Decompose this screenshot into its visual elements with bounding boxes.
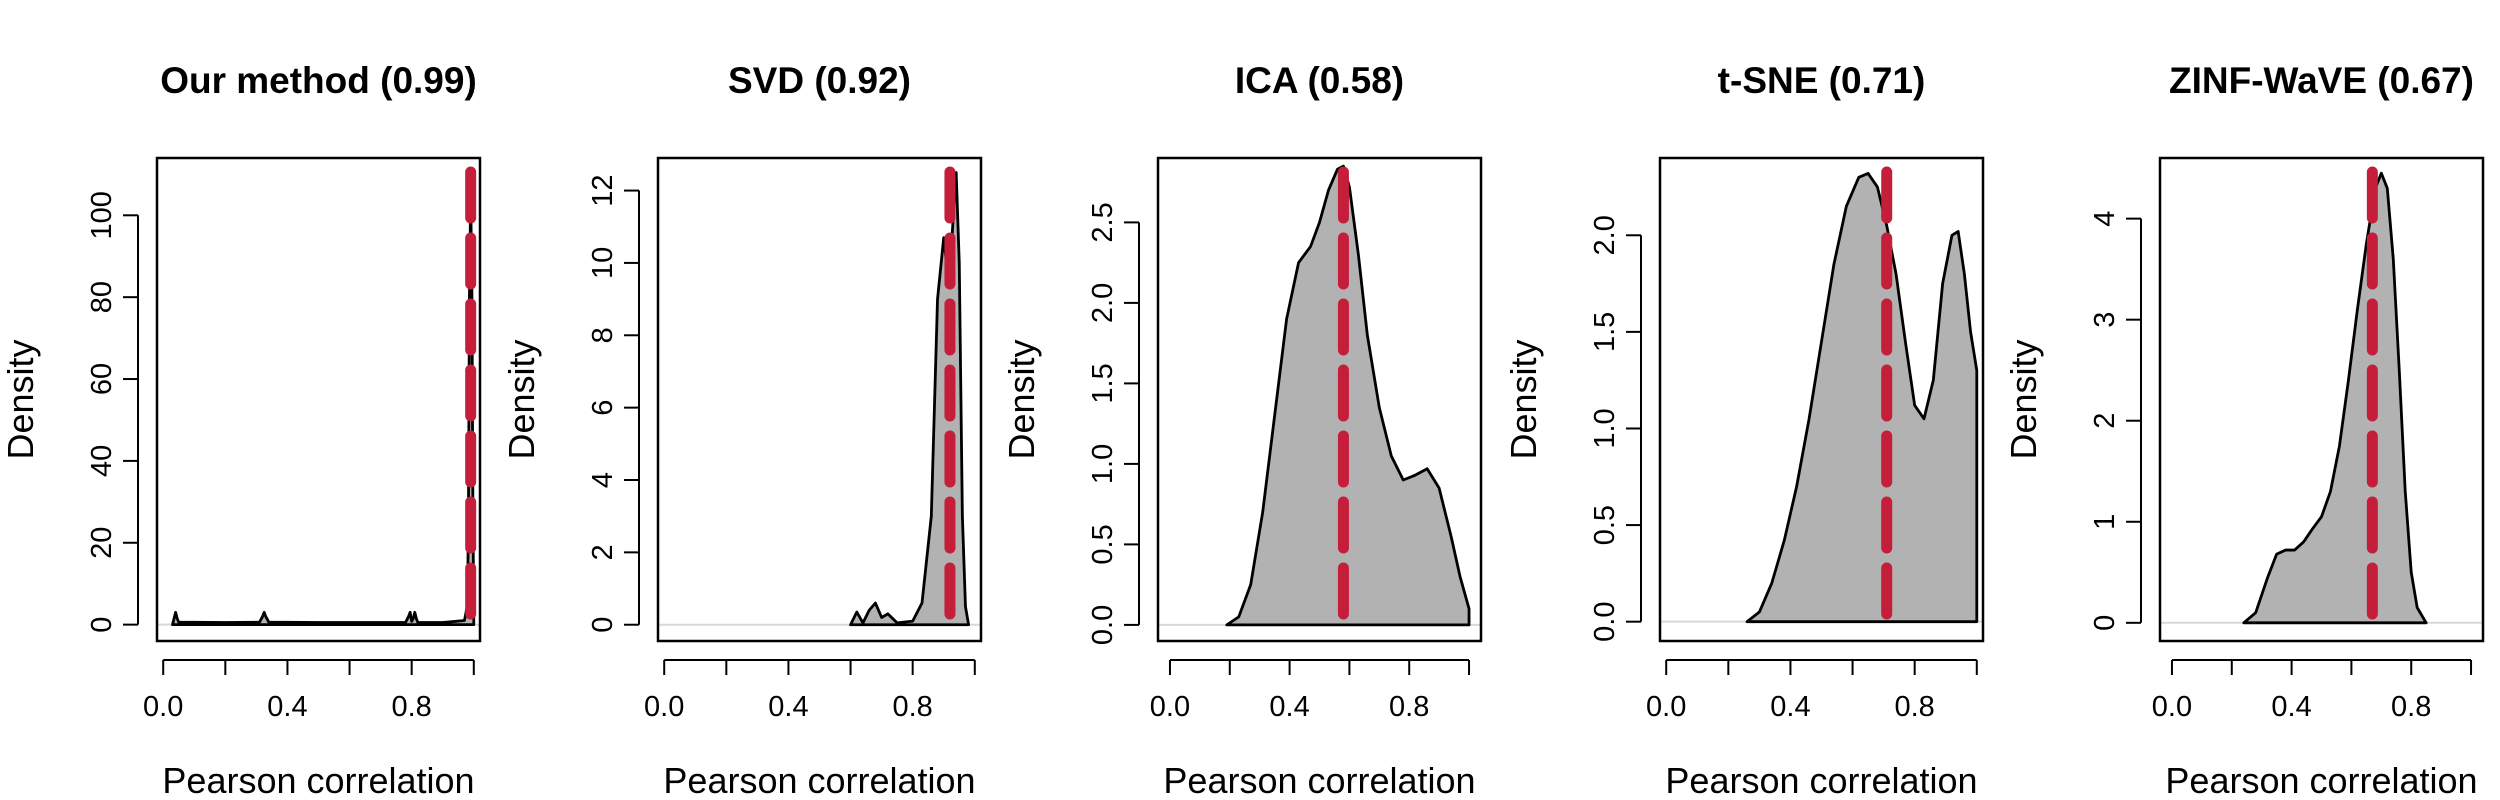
panel-title: t-SNE (0.71) [1718, 60, 1926, 101]
x-axis-label: Pearson correlation [162, 760, 474, 800]
panels: Our method (0.99)0.0 0.4 0.8020406080100Pe… [0, 60, 2485, 800]
plot-frame [155, 156, 482, 643]
y-tick-label: 20 [86, 527, 118, 559]
y-tick-label: 40 [86, 445, 118, 477]
y-axis-label: Density [501, 339, 542, 459]
y-tick-label: 1 [2089, 514, 2121, 530]
panel-3: ICA (0.58) 0.0 0.4 0.8 0.0 0.5 1.0 1.5 2.0 2.5 Pea… [1001, 60, 1483, 800]
y-tick-label: 1.5 [1087, 363, 1119, 403]
y-tick-label: 6 [587, 400, 619, 416]
panel-4: t-SNE (0.71) 0.0 0.4 0.8 0.0 0.5 1.0 1.5 2.0 Pear… [1503, 60, 1985, 800]
x-axis-label: Pearson correlation [663, 760, 975, 800]
x-axis-label: Pearson correlation [1665, 760, 1977, 800]
plot-frame [2158, 156, 2485, 643]
x-tick-label: 0.0 [143, 691, 183, 723]
plot-frame [656, 156, 983, 643]
x-tick-label: 0.8 [392, 691, 432, 723]
plot-frame [1658, 156, 1985, 643]
y-tick-label: 12 [587, 174, 619, 206]
density-area [171, 193, 476, 627]
x-tick-label: 0.8 [1895, 691, 1935, 723]
y-tick-label: 2.0 [1589, 215, 1621, 255]
panel-title: ZINF-WaVE (0.67) [2169, 60, 2474, 101]
y-tick-label: 2.5 [1087, 202, 1119, 242]
x-tick-label: 0.8 [1389, 691, 1429, 723]
y-tick-label: 0 [587, 617, 619, 633]
x-tick-label: 0.4 [267, 691, 307, 723]
y-tick-label: 0 [86, 617, 118, 633]
x-tick-label: 0.0 [2152, 691, 2192, 723]
y-tick-label: 0.5 [1589, 505, 1621, 545]
panel-1: Our method (0.99) 0.0 0.4 0.8 0 20 40 60 80 100 Pe… [0, 60, 482, 800]
y-tick-label: 2.0 [1087, 283, 1119, 323]
density-area [849, 171, 970, 627]
y-tick-label: 1.5 [1589, 312, 1621, 352]
y-tick-label: 2 [587, 544, 619, 560]
y-axis-label: Density [0, 339, 41, 459]
y-axis-label: Density [2003, 339, 2044, 459]
x-tick-label: 0.4 [2271, 691, 2311, 723]
x-tick-label: 0.8 [893, 691, 933, 723]
y-tick-label: 0.0 [1589, 602, 1621, 642]
plot-frame [1156, 156, 1483, 643]
y-tick-label: 0.0 [1087, 605, 1119, 645]
x-axis-label: Pearson correlation [1163, 760, 1475, 800]
panel-5: ZINF-WaVE (0.67) 0.0 0.4 0.8 0 1 2 3 4 Pearson co… [2003, 60, 2485, 800]
y-tick-label: 1.0 [1589, 408, 1621, 448]
x-tick-label: 0.8 [2391, 691, 2431, 723]
panel-title: Our method (0.99) [160, 60, 477, 101]
x-axis-label: Pearson correlation [2165, 760, 2477, 800]
panel-title: SVD (0.92) [728, 60, 911, 101]
x-tick-label: 0.0 [644, 691, 684, 723]
density-area [1745, 172, 1979, 624]
y-tick-label: 2 [2089, 413, 2121, 429]
y-tick-label: 8 [587, 327, 619, 343]
panel-2: SVD (0.92) 0.0 0.4 0.8 0 2 4 6 8 10 12 Pearson corr… [501, 60, 983, 800]
x-tick-label: 0.4 [768, 691, 808, 723]
y-axis-label: Density [1503, 339, 1544, 459]
y-tick-label: 10 [587, 247, 619, 279]
y-tick-label: 60 [86, 363, 118, 395]
y-tick-label: 100 [86, 191, 118, 239]
y-tick-label: 4 [587, 472, 619, 488]
y-tick-label: 4 [2089, 211, 2121, 227]
x-tick-label: 0.0 [1646, 691, 1686, 723]
x-tick-label: 0.4 [1269, 691, 1309, 723]
x-tick-label: 0.4 [1770, 691, 1810, 723]
y-tick-label: 0 [2089, 615, 2121, 631]
y-tick-label: 80 [86, 281, 118, 313]
y-tick-label: 1.0 [1087, 444, 1119, 484]
density-area [2242, 171, 2428, 625]
y-axis-label: Density [1001, 339, 1042, 459]
y-tick-label: 3 [2089, 312, 2121, 328]
panel-title: ICA (0.58) [1235, 60, 1404, 101]
y-tick-label: 0.5 [1087, 524, 1119, 564]
x-tick-label: 0.0 [1150, 691, 1190, 723]
